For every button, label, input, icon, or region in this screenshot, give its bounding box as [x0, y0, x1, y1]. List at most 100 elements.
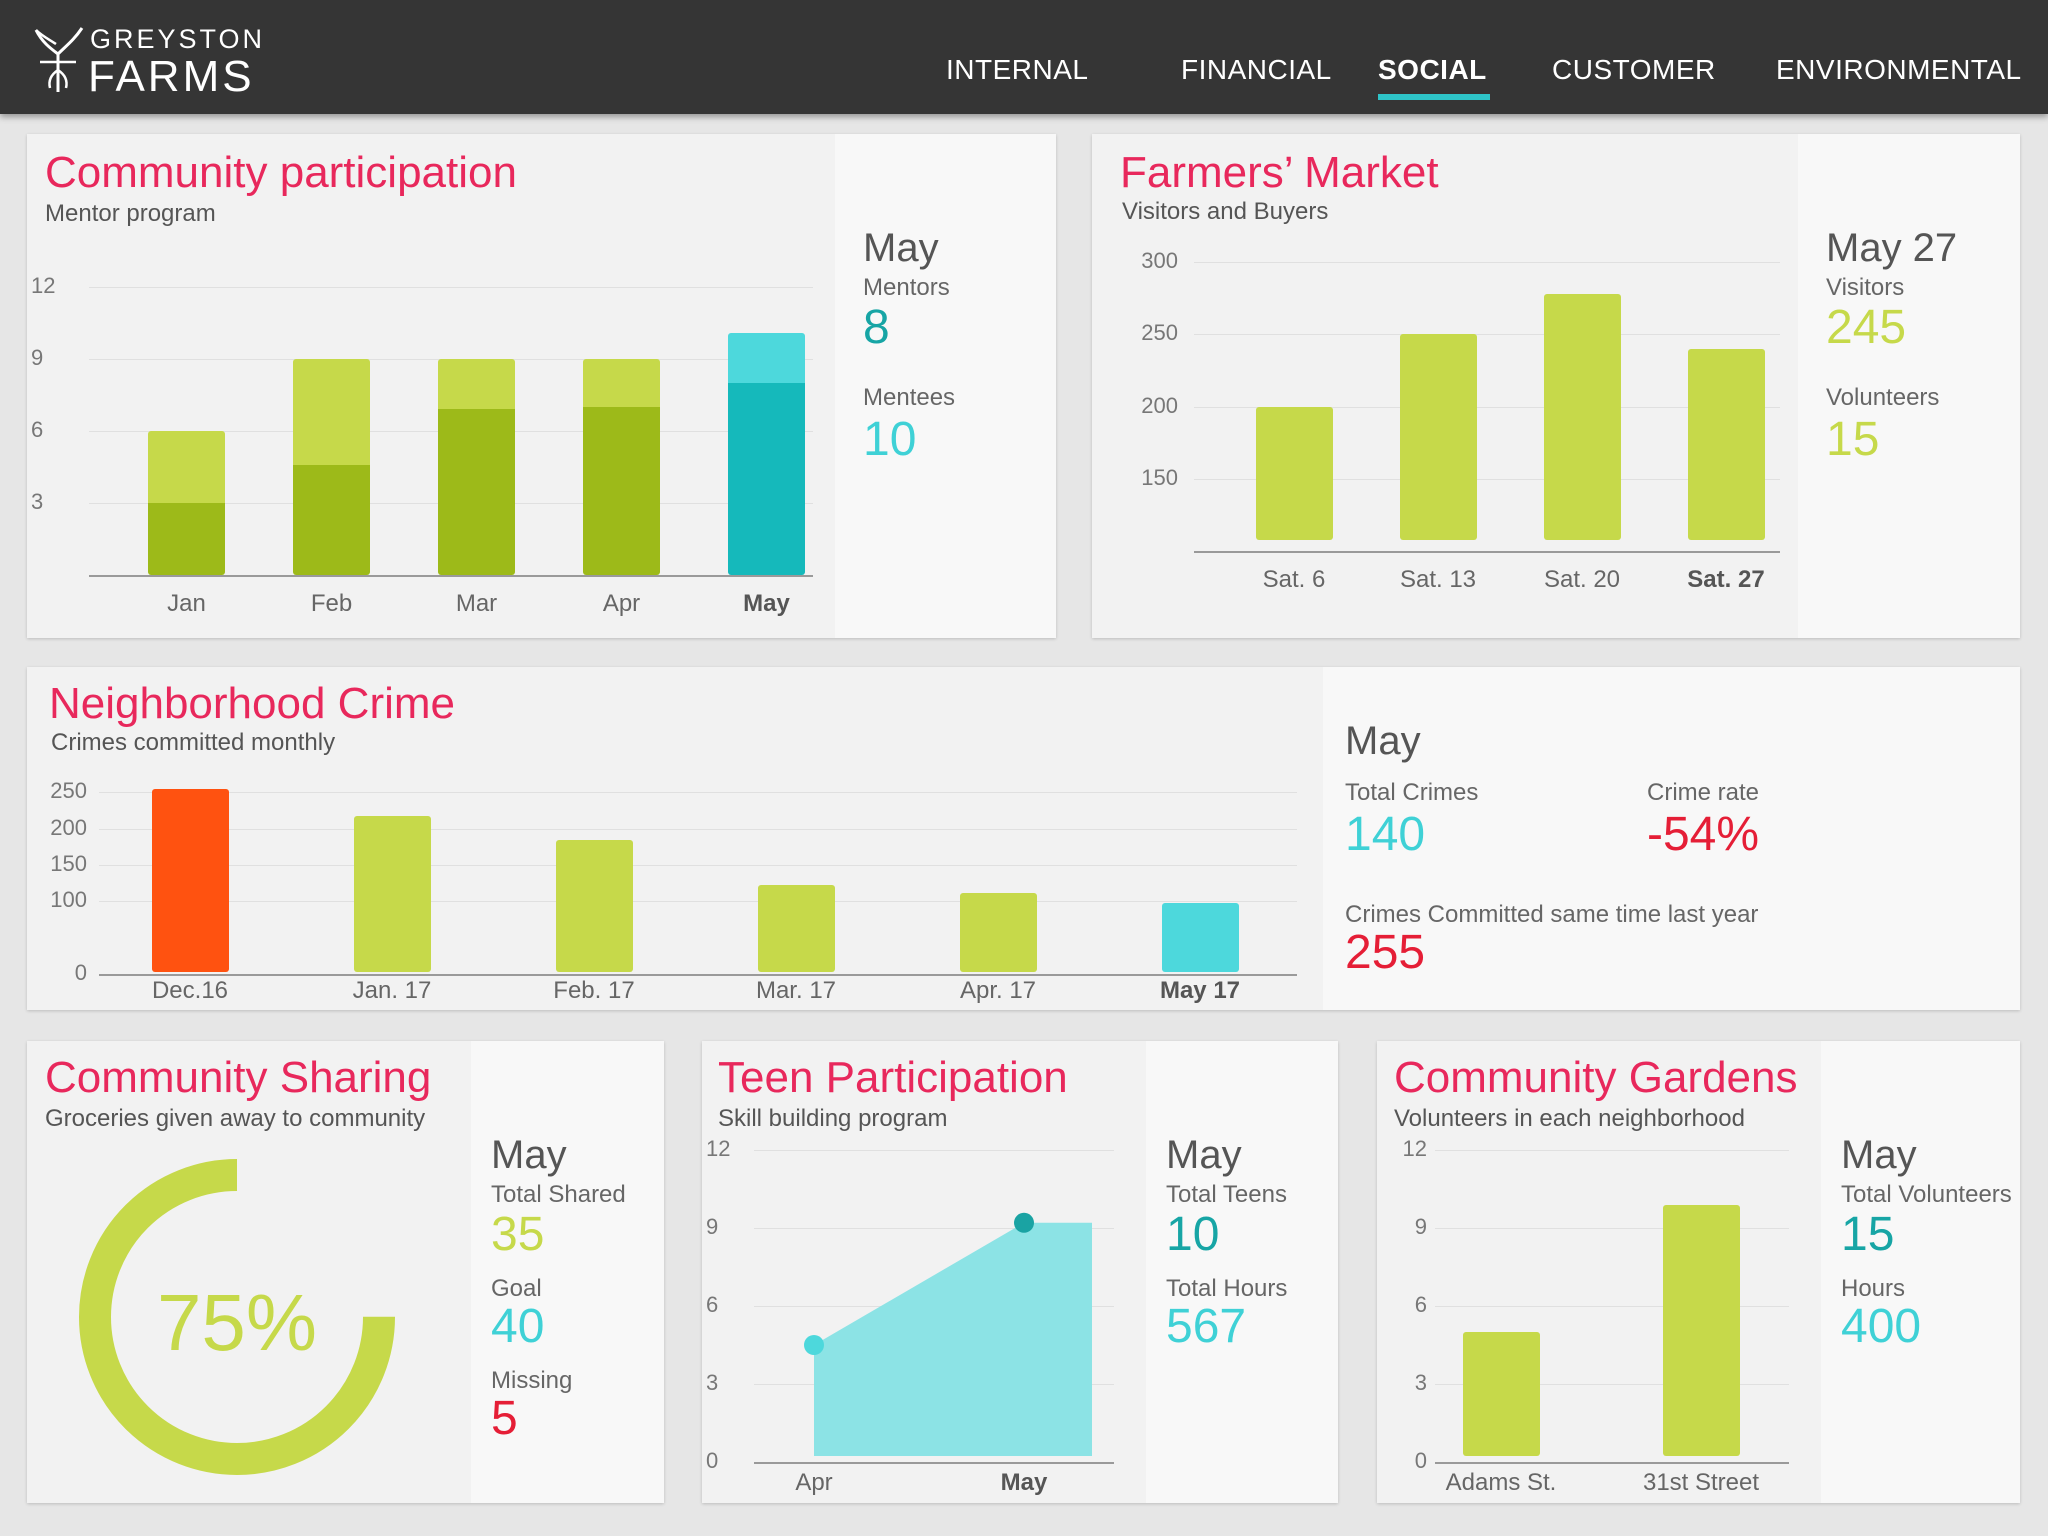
bar-may-seg0 [728, 383, 805, 575]
tab-financial[interactable]: FINANCIAL [1181, 54, 1332, 85]
stat-month: May [1345, 719, 1421, 763]
bar-may-seg1 [728, 332, 805, 383]
x-axis-line [89, 575, 813, 577]
card-subtitle: Skill building program [718, 1105, 948, 1132]
teen-participation-card: Teen Participation Skill building progra… [702, 1041, 1338, 1503]
side-stats-panel: May Total Shared 35 Goal 40 Missing 5 [471, 1041, 664, 1503]
x-tick-label: Feb. 17 [553, 977, 635, 1004]
missing-value: 5 [491, 1392, 518, 1445]
stat-month: May [863, 226, 939, 270]
bar-apr-seg1 [583, 359, 660, 407]
gridline [1194, 478, 1780, 480]
y-tick-label: 150 [50, 850, 87, 876]
tab-social[interactable]: SOCIAL [1378, 54, 1487, 85]
x-tick-label: Apr. 17 [959, 977, 1037, 1004]
x-axis-line [754, 1462, 1114, 1464]
gridline [99, 828, 1297, 830]
bar-jan-seg0 [148, 503, 225, 575]
y-tick-label: 6 [1414, 1292, 1427, 1317]
bar-feb-seg0 [293, 464, 370, 575]
tab-customer[interactable]: CUSTOMER [1552, 54, 1716, 85]
y-tick-label: 3 [1414, 1370, 1427, 1395]
bar-4 [959, 892, 1037, 972]
top-header: GREYSTON FARMS INTERNAL FINANCIAL SOCIAL… [0, 0, 2048, 114]
bar-mar-seg1 [438, 359, 515, 410]
y-tick-label: 250 [1141, 320, 1178, 346]
active-tab-indicator [1378, 94, 1490, 100]
gridline [99, 792, 1297, 794]
y-tick-label: 9 [706, 1214, 719, 1239]
bar-2 [555, 839, 633, 972]
teens-value: 10 [1166, 1208, 1220, 1261]
x-tick-label: Jan [167, 590, 206, 617]
gridline [1435, 1150, 1789, 1151]
x-tick-label: Sat. 20 [1543, 566, 1621, 593]
card-title: Community participation [45, 148, 517, 197]
sprout-logo-icon [34, 27, 84, 92]
total-crimes-label: Total Crimes [1345, 779, 1479, 806]
y-tick-label: 100 [50, 887, 87, 913]
x-axis-line [99, 974, 1297, 976]
x-tick-label: May [1000, 1469, 1048, 1496]
hours-value: 400 [1841, 1300, 1922, 1353]
brand-line-1: GREYSTON [90, 24, 266, 54]
missing-label: Missing [491, 1367, 573, 1394]
tab-environmental[interactable]: ENVIRONMENTAL [1776, 54, 2022, 85]
y-tick-label: 12 [706, 1136, 731, 1161]
y-tick-label: 200 [1141, 392, 1178, 418]
y-tick-label: 250 [50, 778, 87, 804]
y-tick-label: 0 [706, 1448, 719, 1473]
goal-value: 40 [491, 1300, 545, 1353]
hours-label: Total Hours [1166, 1275, 1288, 1302]
mentors-value: 8 [863, 301, 890, 354]
gridline [1194, 334, 1780, 336]
x-tick-label: Adams St. [1445, 1469, 1557, 1496]
x-tick-label: Sat. 27 [1687, 566, 1765, 593]
gridline [99, 901, 1297, 903]
sharing-progress-ring [79, 1159, 395, 1475]
mentees-value: 10 [863, 413, 917, 466]
y-tick-label: 300 [1141, 248, 1178, 273]
gridline [99, 864, 1297, 866]
goal-label: Goal [491, 1275, 542, 1302]
gridline [754, 1150, 1114, 1151]
gridline [1194, 406, 1780, 408]
x-tick-label: Jan. 17 [352, 977, 432, 1004]
visitors-value: 245 [1826, 301, 1907, 354]
bar-5 [1161, 902, 1239, 972]
hours-label: Hours [1841, 1275, 1906, 1302]
crime-rate-value: -54% [1647, 808, 1760, 861]
gridline [1194, 262, 1780, 263]
last-year-value: 255 [1345, 926, 1426, 979]
card-subtitle: Visitors and Buyers [1122, 198, 1329, 225]
card-subtitle: Crimes committed monthly [51, 729, 336, 756]
y-tick-label: 0 [74, 960, 87, 985]
y-tick-label: 3 [31, 489, 44, 514]
volunteers-value: 15 [1841, 1208, 1895, 1261]
x-tick-label: Dec.16 [151, 977, 229, 1004]
side-stats-panel: May Total Volunteers 15 Hours 400 [1821, 1041, 2020, 1503]
hours-value: 567 [1166, 1300, 1247, 1353]
y-tick-label: 150 [1141, 464, 1178, 490]
bar-3 [1687, 348, 1765, 540]
total-crimes-value: 140 [1345, 808, 1426, 861]
shared-label: Total Shared [491, 1181, 626, 1208]
bar-0 [1462, 1332, 1540, 1456]
gridline [1435, 1384, 1789, 1385]
y-tick-label: 6 [706, 1292, 719, 1317]
x-tick-label: Apr [795, 1469, 833, 1496]
x-tick-label: May 17 [1159, 977, 1241, 1004]
bar-2 [1543, 293, 1621, 540]
bar-1 [1662, 1204, 1740, 1456]
card-title: Farmers’ Market [1120, 148, 1439, 197]
card-title: Teen Participation [718, 1053, 1068, 1102]
crime-rate-label: Crime rate [1647, 779, 1760, 806]
gridline [1435, 1228, 1789, 1229]
tab-internal[interactable]: INTERNAL [946, 54, 1089, 85]
side-stats-panel: May Mentors 8 Mentees 10 [835, 134, 1056, 638]
bar-0 [1255, 406, 1333, 540]
brand-logo[interactable]: GREYSTON FARMS [32, 18, 266, 101]
y-tick-label: 0 [1414, 1448, 1427, 1473]
neighborhood-crime-card: Neighborhood Crime Crimes committed mont… [27, 667, 2020, 1010]
community-gardens-card: Community Gardens Volunteers in each nei… [1377, 1041, 2020, 1503]
